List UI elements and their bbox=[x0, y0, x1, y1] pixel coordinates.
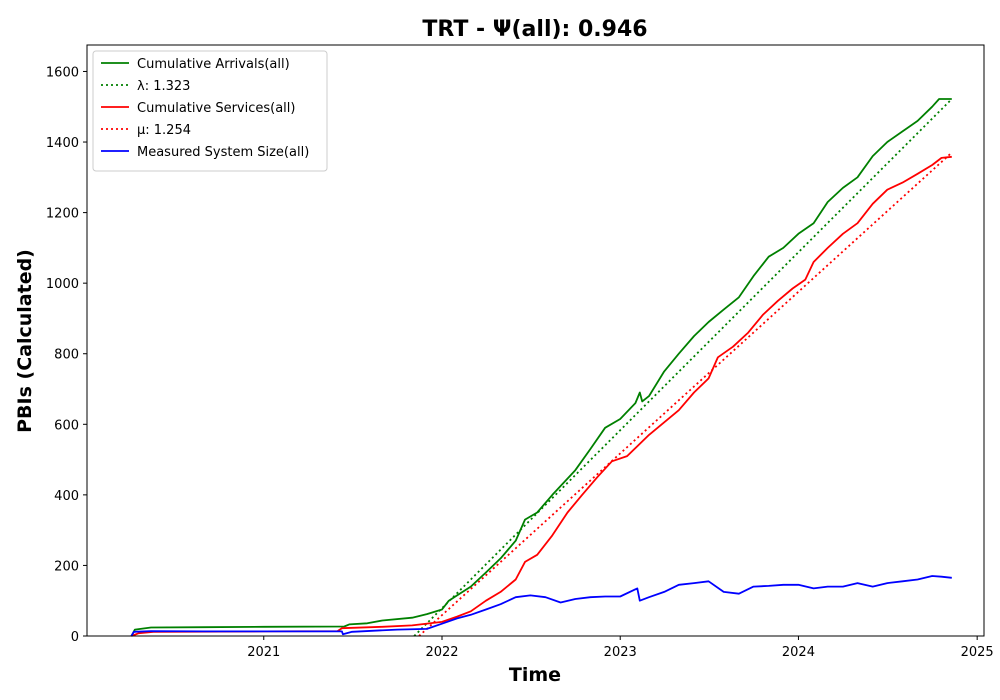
x-axis-label: Time bbox=[509, 664, 561, 686]
legend-label-2: Cumulative Services(all) bbox=[137, 101, 295, 116]
x-tick-label: 2022 bbox=[425, 645, 458, 660]
plot-area bbox=[130, 98, 953, 637]
axes: 0 200 400 600 800 1000 1200 1400 1600 2021 2022 202… bbox=[46, 65, 994, 660]
y-axis-label: PBIs (Calculated) bbox=[14, 249, 36, 433]
y-tick-label: 1000 bbox=[46, 277, 79, 292]
series-line-4 bbox=[130, 575, 952, 637]
y-tick-label: 1600 bbox=[46, 65, 79, 80]
plot-frame bbox=[86, 44, 985, 637]
y-tick-label: 600 bbox=[54, 418, 79, 433]
legend-label-4: Measured System Size(all) bbox=[137, 145, 309, 160]
x-tick-label: 2025 bbox=[961, 645, 994, 660]
y-tick-label: 200 bbox=[54, 559, 79, 574]
x-tick-label: 2024 bbox=[782, 645, 815, 660]
legend-label-3: μ: 1.254 bbox=[137, 123, 191, 138]
legend-label-0: Cumulative Arrivals(all) bbox=[137, 57, 290, 72]
x-tick-label: 2023 bbox=[604, 645, 637, 660]
chart-title: TRT - Ψ(all): 0.946 bbox=[422, 17, 647, 42]
series-line-3 bbox=[418, 151, 953, 637]
legend: Cumulative Arrivals(all) λ: 1.323 Cumulati… bbox=[92, 50, 328, 172]
legend-label-1: λ: 1.323 bbox=[137, 79, 190, 94]
x-tick-label: 2021 bbox=[247, 645, 280, 660]
series-line-2 bbox=[131, 155, 952, 637]
series-line-1 bbox=[413, 98, 953, 637]
series-line-0 bbox=[130, 98, 952, 637]
y-tick-label: 400 bbox=[54, 489, 79, 504]
y-tick-label: 0 bbox=[71, 630, 79, 645]
y-tick-label: 800 bbox=[54, 348, 79, 363]
y-tick-label: 1200 bbox=[46, 207, 79, 222]
legend-box bbox=[92, 50, 328, 172]
y-tick-label: 1400 bbox=[46, 136, 79, 151]
